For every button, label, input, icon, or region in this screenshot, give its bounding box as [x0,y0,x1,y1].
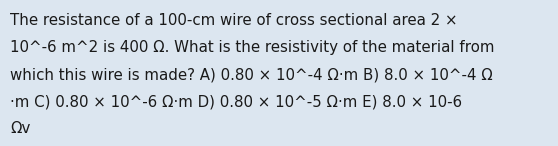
Text: 10^-6 m^2 is 400 Ω. What is the resistivity of the material from: 10^-6 m^2 is 400 Ω. What is the resistiv… [10,40,494,55]
Text: The resistance of a 100-cm wire of cross sectional area 2 ×: The resistance of a 100-cm wire of cross… [10,13,458,28]
Text: ·m C) 0.80 × 10^-6 Ω·m D) 0.80 × 10^-5 Ω·m E) 8.0 × 10-6: ·m C) 0.80 × 10^-6 Ω·m D) 0.80 × 10^-5 Ω… [10,94,462,109]
Text: Ωv: Ωv [10,121,31,136]
Text: which this wire is made? A) 0.80 × 10^-4 Ω·m B) 8.0 × 10^-4 Ω: which this wire is made? A) 0.80 × 10^-4… [10,67,493,82]
